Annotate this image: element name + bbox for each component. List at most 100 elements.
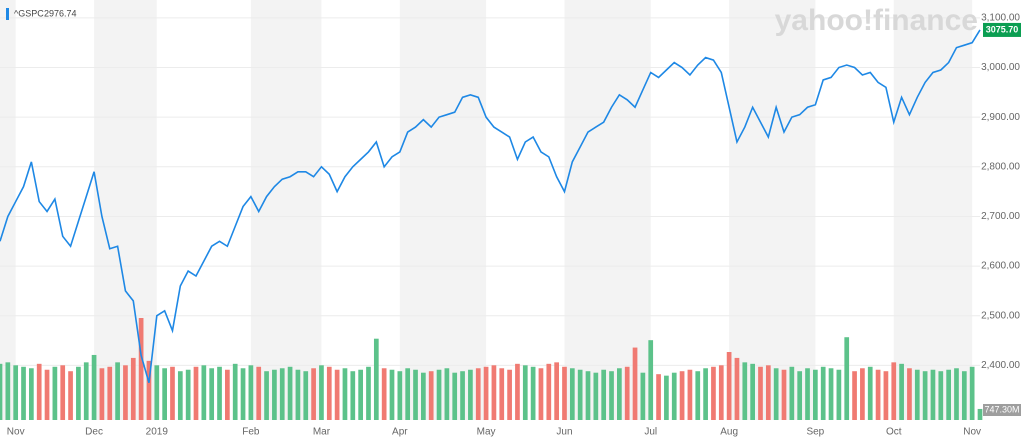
x-tick-label: Feb (242, 427, 260, 438)
x-tick-label: Aug (720, 427, 738, 438)
volume-bar (522, 365, 528, 420)
volume-bar (115, 362, 120, 420)
volume-bar (342, 368, 348, 420)
volume-bar (68, 371, 73, 420)
y-tick-label: 2,400.00 (981, 360, 1020, 371)
volume-bar (29, 368, 34, 420)
volume-bar (569, 368, 575, 420)
volume-bar (922, 371, 928, 420)
watermark: yahoo!finance (775, 4, 978, 37)
volume-bar (852, 371, 857, 420)
volume-bar (664, 375, 669, 420)
volume-bar (703, 368, 708, 420)
volume-bar (428, 371, 434, 420)
volume-bar (358, 369, 363, 420)
volume-bar (483, 366, 489, 420)
volume-bar (5, 362, 11, 420)
volume-tag-box (983, 404, 1021, 416)
y-tick-label: 2,600.00 (981, 261, 1020, 272)
volume-bar (475, 368, 481, 420)
month-band (250, 0, 322, 420)
volume-bar (977, 408, 983, 420)
volume-bar (248, 365, 254, 420)
volume-bar (844, 337, 850, 420)
volume-bar (452, 372, 458, 420)
volume-bar (742, 362, 748, 420)
volume-bar (311, 368, 316, 420)
volume-bar (287, 366, 293, 420)
volume-bar (381, 368, 387, 420)
volume-bar (648, 340, 654, 420)
volume-bar (679, 371, 685, 420)
y-tick-label: 3,000.00 (981, 62, 1020, 73)
volume-bar (820, 366, 826, 420)
volume-bar (797, 371, 803, 420)
volume-bar (632, 347, 638, 420)
x-tick-label: Apr (392, 427, 408, 438)
volume-bar (554, 362, 559, 420)
volume-bar (319, 365, 324, 420)
volume-bar (813, 369, 818, 420)
y-tick-label: 2,500.00 (981, 310, 1020, 321)
month-band (0, 0, 16, 420)
volume-bar (773, 368, 779, 420)
volume-bar (907, 368, 912, 420)
volume-bar (836, 369, 842, 420)
volume-bar (107, 366, 113, 420)
month-band (564, 0, 651, 420)
volume-bar (232, 363, 238, 420)
volume-bar (601, 369, 607, 420)
price-tag: 3075.70 (986, 24, 1019, 34)
volume-bar (350, 371, 356, 420)
background (0, 0, 980, 420)
legend-label: ^GSPC (14, 8, 44, 18)
volume-bar (828, 368, 834, 420)
volume-bar (366, 366, 371, 420)
volume-bar (687, 369, 693, 420)
x-tick-label: 2019 (146, 427, 169, 438)
volume-bar (44, 369, 50, 420)
volume-bar (538, 368, 544, 420)
y-tick-label: 3,100.00 (981, 13, 1020, 24)
legend-value: 2976.74 (44, 8, 77, 18)
volume-bar (326, 366, 332, 420)
volume-bar (875, 369, 881, 420)
volume-bar (899, 363, 904, 420)
price-tag-box (983, 22, 1021, 37)
volume-bar (515, 363, 520, 420)
volume-bar (969, 366, 975, 420)
volume-bar (76, 366, 81, 420)
volume-bar (946, 369, 951, 420)
volume-bar (609, 371, 614, 420)
volume-bar (185, 369, 191, 420)
volume-bar (36, 363, 42, 420)
volume-bar (530, 366, 536, 420)
volume-bar (421, 372, 426, 420)
volume-bar (272, 369, 277, 420)
volume-bar (695, 371, 701, 420)
volume-bar (593, 372, 599, 420)
month-band (893, 0, 973, 420)
volume-bar (256, 366, 262, 420)
volume-bar (177, 371, 183, 420)
x-tick-label: Oct (886, 427, 902, 438)
volume-bar (154, 365, 160, 420)
y-tick-label: 2,800.00 (981, 161, 1020, 172)
volume-bar (938, 371, 944, 420)
volume-bar (640, 372, 646, 420)
volume-bar (436, 369, 442, 420)
volume-bar (279, 368, 285, 420)
volume-bar (170, 366, 175, 420)
volume-bar (21, 366, 26, 420)
volume-bar (617, 368, 622, 420)
volume-bar (914, 369, 920, 420)
volume-bar (758, 366, 763, 420)
volume-bar (546, 363, 552, 420)
volume-bar (130, 357, 136, 420)
x-tick-label: Sep (806, 427, 824, 438)
volume-bar (13, 365, 19, 420)
volume-bar (264, 371, 269, 420)
x-tick-label: Jul (644, 427, 657, 438)
volume-bar (334, 369, 340, 420)
